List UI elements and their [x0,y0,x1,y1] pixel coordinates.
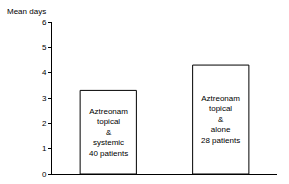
svg-text:5: 5 [42,43,47,52]
svg-text:3: 3 [42,94,47,103]
svg-text:1: 1 [42,144,47,153]
svg-text:6: 6 [42,18,47,27]
svg-text:Aztreonamtopical&systemic40 pa: Aztreonamtopical&systemic40 patients [89,107,128,158]
svg-text:Mean days: Mean days [7,7,46,16]
svg-text:4: 4 [42,68,47,77]
svg-text:0: 0 [42,170,47,179]
svg-text:2: 2 [42,119,47,128]
svg-text:Aztreonamtopical&alone28 patie: Aztreonamtopical&alone28 patients [201,94,240,145]
